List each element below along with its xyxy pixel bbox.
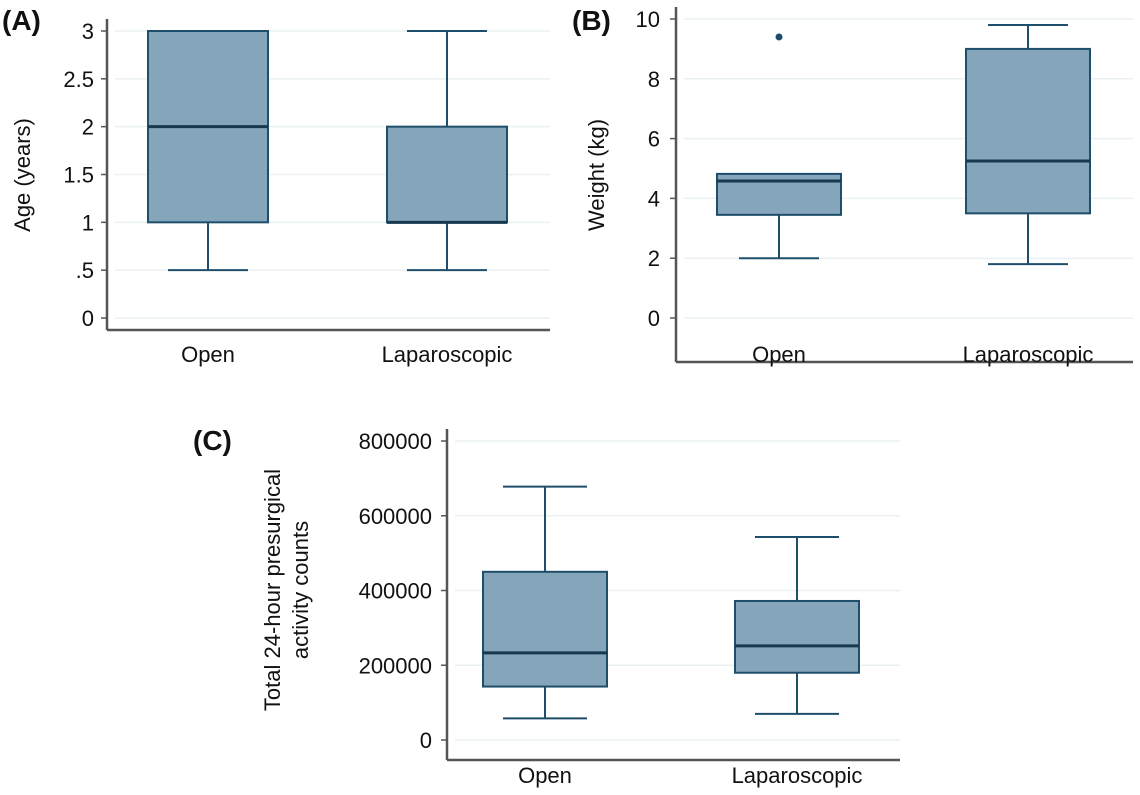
iqr-box [734, 599, 860, 674]
x-category-label: Open [181, 342, 235, 367]
y-tick-label: 3 [82, 19, 94, 44]
y-tick-label: 1.5 [63, 163, 94, 188]
y-tick-label: 800000 [359, 429, 432, 454]
y-tick-label: 0 [648, 306, 660, 331]
y-tick-label: 2 [648, 246, 660, 271]
iqr-box [386, 125, 508, 224]
y-tick-label: 2 [82, 115, 94, 140]
box-laparoscopic [734, 536, 860, 715]
y-tick-label: 6 [648, 127, 660, 152]
y-tick-label: 200000 [359, 653, 432, 678]
y-tick-label: 400000 [359, 579, 432, 604]
panel-c-activity: (C) Total 24-hour presurgical activity c… [193, 425, 900, 788]
box-open [482, 485, 608, 720]
panel-b-weight: (B) Weight (kg) 0 2 4 6 8 10 Open Laparoscopic [572, 5, 1133, 367]
panel-label: (C) [193, 425, 232, 456]
panel-label: (B) [572, 5, 611, 36]
x-category-label: Laparoscopic [382, 342, 513, 367]
y-tick-label: 0 [420, 728, 432, 753]
y-tick-label: 0 [82, 306, 94, 331]
y-axis-label-line1: Total 24-hour presurgical [260, 469, 285, 711]
y-tick-label: 4 [648, 186, 660, 211]
panel-label: (A) [2, 5, 41, 36]
y-tick-label: 10 [636, 7, 660, 32]
box-open [716, 33, 842, 260]
y-axis-label: Weight (kg) [584, 119, 609, 231]
x-category-label: Laparoscopic [963, 342, 1094, 367]
y-axis-label-line2: activity counts [288, 521, 313, 659]
y-tick-label: 8 [648, 67, 660, 92]
outlier-point [775, 33, 783, 41]
y-tick-label: 1 [82, 210, 94, 235]
box-laparoscopic [965, 23, 1091, 266]
y-tick-label: .5 [76, 258, 94, 283]
iqr-box [965, 47, 1091, 215]
panel-a-age: (A) Age (years) 0 .5 1 1.5 2 2.5 3 Open Laparosc… [2, 5, 550, 367]
y-tick-label: 600000 [359, 504, 432, 529]
x-category-label: Laparoscopic [732, 763, 863, 788]
box-laparoscopic [386, 30, 508, 272]
iqr-box [482, 570, 608, 688]
box-open [147, 30, 269, 272]
y-tick-label: 2.5 [63, 67, 94, 92]
y-axis-label: Age (years) [10, 118, 35, 232]
x-category-label: Open [518, 763, 572, 788]
x-category-label: Open [752, 342, 806, 367]
